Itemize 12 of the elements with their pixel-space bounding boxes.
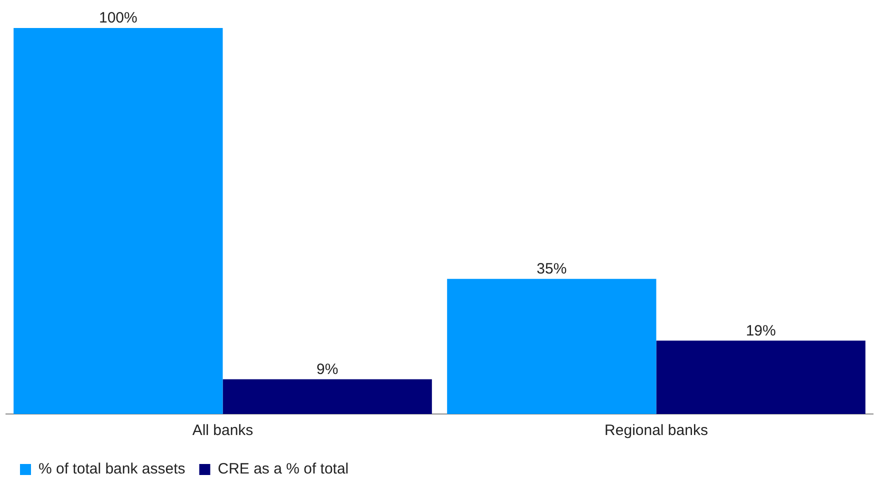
data-label: 9% bbox=[316, 360, 338, 378]
data-label: 19% bbox=[746, 322, 776, 340]
data-label: 100% bbox=[98, 10, 138, 27]
bar bbox=[14, 28, 223, 414]
legend-label: CRE as a % of total bbox=[218, 460, 349, 478]
bar bbox=[447, 278, 656, 414]
bar bbox=[222, 379, 432, 414]
x-tick-label: Regional banks bbox=[604, 422, 708, 440]
x-tick-label: All banks bbox=[192, 422, 254, 440]
data-label: 35% bbox=[536, 260, 567, 278]
bar bbox=[656, 340, 866, 414]
legend-label: % of total bank assets bbox=[38, 460, 186, 478]
